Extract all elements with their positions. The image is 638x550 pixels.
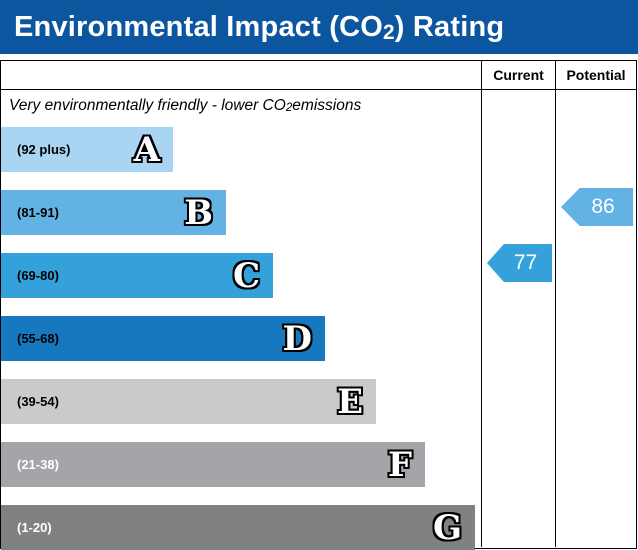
band-d-bar: (55-68) D <box>1 316 325 361</box>
band-c-bar: (69-80) C <box>1 253 273 298</box>
potential-value-column: 86 <box>555 90 636 547</box>
band-f-bar: (21-38) F <box>1 442 425 487</box>
chart-title: Environmental Impact (CO2) Rating <box>14 10 505 45</box>
band-g-letter: G <box>432 507 462 548</box>
band-row-d: (55-68) D <box>1 316 481 373</box>
band-g-bar: (1-20) G <box>1 505 475 550</box>
band-b-letter: B <box>184 192 213 233</box>
band-f-letter: F <box>387 444 412 485</box>
band-d-letter: D <box>282 318 312 359</box>
band-row-f: (21-38) F <box>1 442 481 499</box>
potential-column-header: Potential <box>555 61 636 89</box>
band-c-letter: C <box>232 255 260 296</box>
band-a-bar: (92 plus) A <box>1 127 173 172</box>
potential-rating-value: 86 <box>591 195 615 218</box>
top-note: Very environmentally friendly - lower CO… <box>9 96 362 114</box>
band-a-range: (92 plus) <box>17 142 71 157</box>
current-rating-arrow: 77 <box>487 244 552 282</box>
band-b-bar: (81-91) B <box>1 190 226 235</box>
current-column-header: Current <box>481 61 555 89</box>
band-e-letter: E <box>337 381 363 422</box>
band-row-c: (69-80) C <box>1 253 481 310</box>
title-bar: Environmental Impact (CO2) Rating <box>0 0 638 54</box>
band-g-range: (1-20) <box>17 520 52 535</box>
current-rating-value: 77 <box>513 251 538 274</box>
band-row-g: (1-20) G <box>1 505 481 550</box>
current-value-column: 77 <box>481 90 555 547</box>
band-chart-area: Very environmentally friendly - lower CO… <box>1 90 481 550</box>
rating-table: Current Potential Very environmentally f… <box>0 60 637 550</box>
potential-rating-arrow: 86 <box>561 188 633 226</box>
band-a-letter: A <box>133 129 160 170</box>
band-e-bar: (39-54) E <box>1 379 376 424</box>
band-row-e: (39-54) E <box>1 379 481 436</box>
band-c-range: (69-80) <box>17 268 59 283</box>
band-row-a: (92 plus) A <box>1 127 481 184</box>
table-header-row: Current Potential <box>1 61 636 90</box>
band-b-range: (81-91) <box>17 205 59 220</box>
table-body: Very environmentally friendly - lower CO… <box>1 90 636 550</box>
band-f-range: (21-38) <box>17 457 59 472</box>
band-e-range: (39-54) <box>17 394 59 409</box>
band-row-b: (81-91) B <box>1 190 481 247</box>
band-d-range: (55-68) <box>17 331 59 346</box>
header-spacer <box>1 61 481 89</box>
